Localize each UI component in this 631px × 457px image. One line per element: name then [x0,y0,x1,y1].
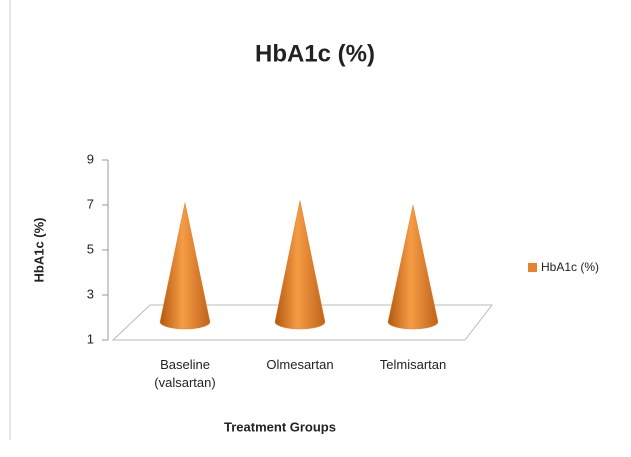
y-axis-label: HbA1c (%) [31,217,46,282]
chart-title: HbA1c (%) [255,40,375,67]
x-tick-label: Olmesartan [266,357,334,372]
y-tick-label: 7 [87,196,94,211]
y-tick-label: 3 [87,286,94,301]
x-tick-label: Telmisartan [379,357,447,372]
y-tick-label: 1 [87,331,94,346]
cone [387,204,439,330]
cone [274,200,326,330]
y-tick-label: 5 [87,241,94,256]
legend-label: HbA1c (%) [541,260,599,274]
cone [159,202,211,330]
x-axis-label: Treatment Groups [224,419,336,434]
y-tick-label: 9 [87,151,94,166]
x-tick-label: Baseline (valsartan) [154,357,216,390]
legend-swatch [528,263,537,272]
